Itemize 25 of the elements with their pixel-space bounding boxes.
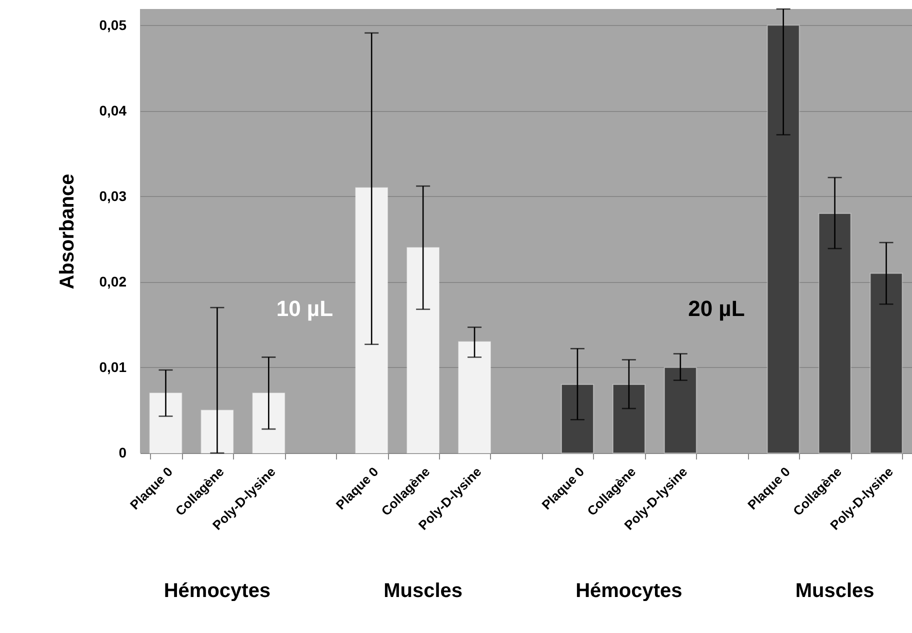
bar (766, 24, 800, 454)
y-tick-label: 0,03 (99, 188, 127, 204)
bar (458, 341, 491, 454)
text: Muscles (795, 580, 874, 602)
bar (664, 366, 697, 454)
y-tick-label: 0,05 (99, 16, 127, 33)
bar (200, 410, 234, 454)
bar (818, 212, 852, 454)
annotation: 10 µL (276, 296, 334, 321)
bar (612, 384, 646, 454)
text: Muscles (384, 580, 463, 602)
bar (252, 392, 286, 454)
text: Hémocytes (164, 580, 271, 602)
bar (870, 272, 903, 454)
y-axis-title: Absorbance (56, 174, 78, 290)
annotation: 20 µL (688, 296, 745, 321)
y-tick-label: 0,01 (99, 358, 127, 375)
bar (149, 392, 182, 454)
bar (355, 187, 388, 454)
bar (406, 247, 440, 454)
bar (561, 384, 594, 454)
text: Hémocytes (576, 580, 682, 602)
y-tick-label: 0,04 (99, 102, 127, 118)
y-tick-label: 0,02 (99, 273, 127, 290)
y-tick-label: 0 (118, 444, 127, 460)
